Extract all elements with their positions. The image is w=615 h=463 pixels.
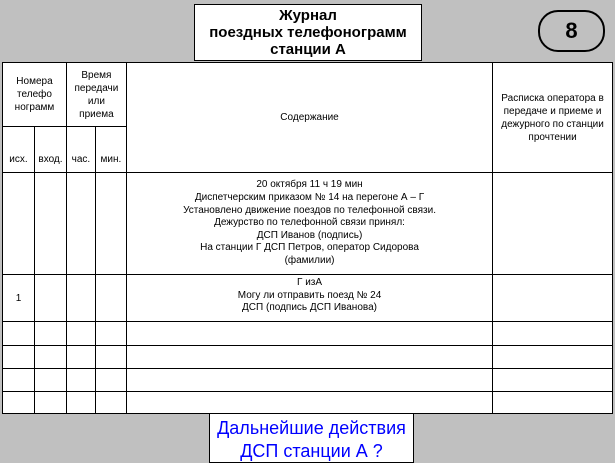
content-line: 20 октября 11 ч 19 мин <box>256 179 363 191</box>
cell-in <box>33 274 67 322</box>
cell-min <box>94 172 127 275</box>
table-row <box>2 368 613 392</box>
header-content: Содержание <box>125 62 494 173</box>
content-line: Могу ли отправить поезд № 24 <box>237 289 382 301</box>
header-receipt: Расписка оператора в передаче и приеме и… <box>492 62 613 173</box>
content-line: Дежурство по телефонной связи принял: <box>214 217 405 229</box>
cell-content: 20 октября 11 ч 19 мин Диспетчерским при… <box>125 172 494 275</box>
cell-content: Г изА Могу ли отправить поезд № 24 ДСП (… <box>125 274 494 322</box>
content-line: Установлено движение поездов по телефонн… <box>183 204 436 216</box>
table-row <box>2 321 613 346</box>
question-line: Дальнейшие действия <box>217 418 406 438</box>
header-out: исх. <box>2 126 35 173</box>
table-row <box>2 391 613 414</box>
header-numbers: Номера телефо нограмм <box>2 62 67 127</box>
header-time: Время передачи или приема <box>65 62 127 127</box>
telephonogram-journal-table: Номера телефо нограмм Время передачи или… <box>2 62 613 414</box>
cell-hour <box>65 274 96 322</box>
question-line: ДСП станции А ? <box>240 441 383 461</box>
cell-receipt <box>492 172 613 275</box>
cell-out: 1 <box>2 274 35 322</box>
title-line: станции А <box>270 41 346 58</box>
title-line: Журнал <box>279 7 337 24</box>
table-row: 20 октября 11 ч 19 мин Диспетчерским при… <box>2 172 613 275</box>
question-box: Дальнейшие действия ДСП станции А ? <box>209 413 414 463</box>
header-in: вход. <box>33 126 67 173</box>
journal-title: Журнал поездных телефонограмм станции А <box>194 4 422 61</box>
content-line: Г изА <box>297 277 323 288</box>
title-line: поездных телефонограмм <box>209 24 407 41</box>
content-line: ДСП Иванов (подпись) <box>256 229 363 241</box>
cell-in <box>33 172 67 275</box>
table-row: 1 Г изА Могу ли отправить поезд № 24 ДСП… <box>2 274 613 322</box>
cell-min <box>94 274 127 322</box>
content-line: Диспетчерским приказом № 14 на перегоне … <box>194 192 425 204</box>
header-hour: час. <box>65 126 96 173</box>
cell-out <box>2 172 35 275</box>
content-line: (фамилии) <box>284 254 335 266</box>
cell-receipt <box>492 274 613 322</box>
header-min: мин. <box>94 126 127 173</box>
content-line: На станции Г ДСП Петров, оператор Сидоро… <box>200 242 419 254</box>
table-row <box>2 345 613 369</box>
slide-number-badge: 8 <box>538 10 605 52</box>
cell-hour <box>65 172 96 275</box>
content-line: ДСП (подпись ДСП Иванова) <box>242 302 377 314</box>
